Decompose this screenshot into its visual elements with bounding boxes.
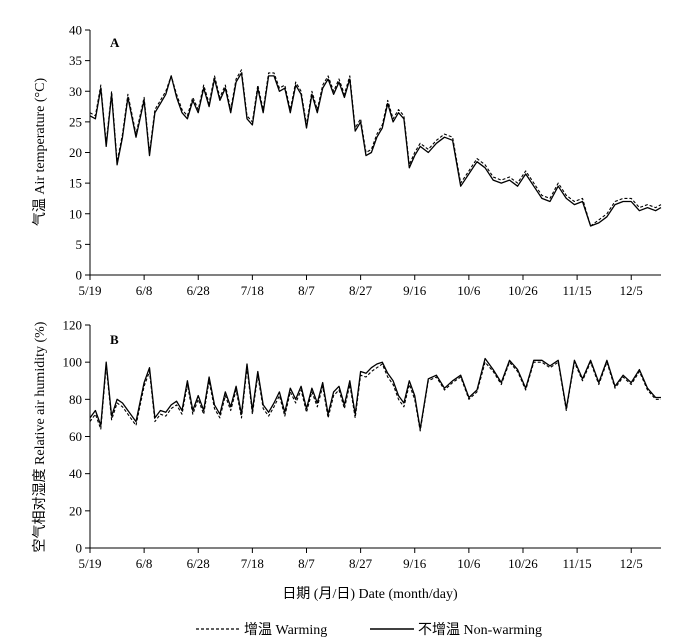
panel-a-x-tick-label: 8/7 [298,283,315,298]
legend: 增温 Warming 不增温 Non-warming [196,622,542,638]
panel-a-label: A [110,35,120,50]
panel-b-non-warming-line [89,357,661,430]
panel-a-y-tick-label: 10 [69,206,82,221]
panel-b-y-tick-label: 100 [63,355,83,370]
legend-entry-warming: 增温 Warming [244,622,327,638]
panel-a-x-tick-label: 11/15 [563,283,592,298]
panel-a-y-tick-label: 40 [69,23,82,38]
panel-a-series [89,69,662,227]
panel-a-x-tick-label: 12/5 [620,283,643,298]
x-axis-label: 日期 (月/日) Date (month/day) [282,586,458,602]
panel-b-x-tick-label: 10/26 [508,556,538,571]
legend-entry-non-warming: 不增温 Non-warming [418,622,542,638]
panel-a-warming-line [89,69,662,227]
panel-b-warming-line [89,361,661,432]
panel-a-y-tick-label: 30 [69,84,82,99]
panel-b-x-tick-label: 11/15 [563,556,592,571]
panel-a-y-tick-label: 20 [69,145,82,160]
panel-b-x-tick-label: 6/8 [136,556,153,571]
panel-a-axes: 0 5 10 15 20 25 30 35 40 5/19 6/8 6/28 7/18 8/7 8/27 9/… [69,23,661,298]
panel-b-y-axis-label: 空气相对湿度 Relative air humidity (%) [32,321,48,552]
panel-a-x-tick-label: 10/6 [457,283,481,298]
panel-b-x-tick-label: 9/16 [403,556,427,571]
panel-a-y-axis-label: 气温 Air temperature (°C) [32,78,48,227]
panel-a-y-tick-label: 15 [69,176,82,191]
panel-b-x-tick-label: 5/19 [78,556,101,571]
panel-a-x-tick-label: 10/26 [508,283,538,298]
panel-b-label: B [110,332,119,347]
panel-b-x-tick-label: 8/7 [298,556,315,571]
panel-a-y-tick-label: 25 [69,114,82,129]
panel-a-x-tick-label: 6/28 [187,283,210,298]
panel-b-y-tick-label: 60 [69,429,82,444]
panel-b-x-tick-label: 6/28 [187,556,210,571]
panel-a-air-temperature: A 气温 Air temperature (°C) 0 5 10 15 20 25 30 35… [32,23,662,298]
panel-a-x-tick-label: 5/19 [78,283,101,298]
panel-a-x-tick-label: 8/27 [349,283,373,298]
panel-b-x-tick-label: 12/5 [620,556,643,571]
panel-a-non-warming-line [89,72,662,227]
panel-b-y-tick-label: 40 [69,466,82,481]
panel-a-y-tick-label: 35 [69,53,82,68]
panel-b-relative-humidity: B 空气相对湿度 Relative air humidity (%) 0 20 40… [32,318,661,571]
panel-a-x-tick-label: 6/8 [136,283,153,298]
panel-b-x-tick-label: 10/6 [457,556,481,571]
panel-a-y-tick-label: 0 [76,268,83,283]
panel-b-x-tick-label: 7/18 [241,556,264,571]
panel-b-axes: 0 20 40 60 80 100 120 5/19 6/8 6/28 7/18 8/7 8/27 9/1… [63,318,661,571]
panel-a-x-tick-label: 7/18 [241,283,264,298]
panel-a-x-tick-label: 9/16 [403,283,427,298]
panel-a-y-tick-label: 5 [76,237,83,252]
panel-b-x-tick-label: 8/27 [349,556,373,571]
panel-b-y-tick-label: 0 [76,541,83,556]
panel-b-y-tick-label: 20 [69,503,82,518]
panel-b-series [89,357,661,432]
panel-b-y-tick-label: 120 [63,318,83,333]
panel-b-y-tick-label: 80 [69,392,82,407]
